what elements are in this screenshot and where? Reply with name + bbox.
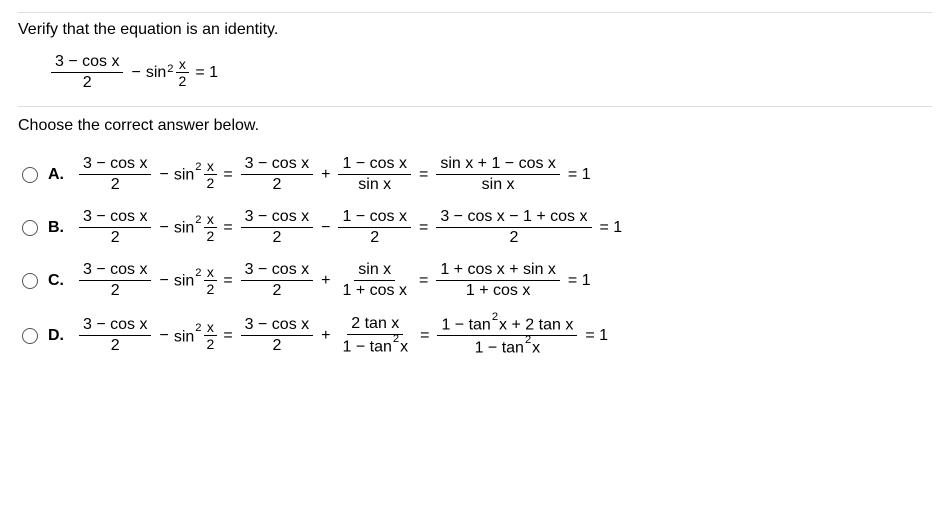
options-container: A. 3 − cos x2 − sin2 x2 = 3 − cos x2 + 1… (18, 155, 932, 358)
option-label-d: D. (48, 327, 76, 345)
option-c-equation: 3 − cos x2 − sin2 x2 = 3 − cos x2 + sin … (76, 261, 596, 300)
option-b[interactable]: B. 3 − cos x2 − sin2 x2 = 3 − cos x2 − 1… (22, 208, 932, 247)
option-label-b: B. (48, 219, 76, 237)
radio-icon[interactable] (22, 328, 38, 344)
option-a-equation: 3 − cos x2 − sin2 x2 = 3 − cos x2 + 1 − … (76, 155, 596, 194)
option-b-equation: 3 − cos x2 − sin2 x2 = 3 − cos x2 − 1 − … (76, 208, 627, 247)
radio-icon[interactable] (22, 220, 38, 236)
radio-icon[interactable] (22, 273, 38, 289)
option-d-equation: 3 − cos x2 − sin2 x2 = 3 − cos x2 + 2 ta… (76, 314, 613, 358)
main-equation: 3 − cos x 2 − sin 2 x 2 = 1 (18, 53, 932, 106)
option-label-a: A. (48, 166, 76, 184)
answer-prompt: Choose the correct answer below. (18, 107, 932, 155)
option-a[interactable]: A. 3 − cos x2 − sin2 x2 = 3 − cos x2 + 1… (22, 155, 932, 194)
radio-icon[interactable] (22, 167, 38, 183)
option-c[interactable]: C. 3 − cos x2 − sin2 x2 = 3 − cos x2 + s… (22, 261, 932, 300)
question-instruction: Verify that the equation is an identity. (18, 13, 932, 53)
option-d[interactable]: D. 3 − cos x2 − sin2 x2 = 3 − cos x2 + 2… (22, 314, 932, 358)
option-label-c: C. (48, 272, 76, 290)
